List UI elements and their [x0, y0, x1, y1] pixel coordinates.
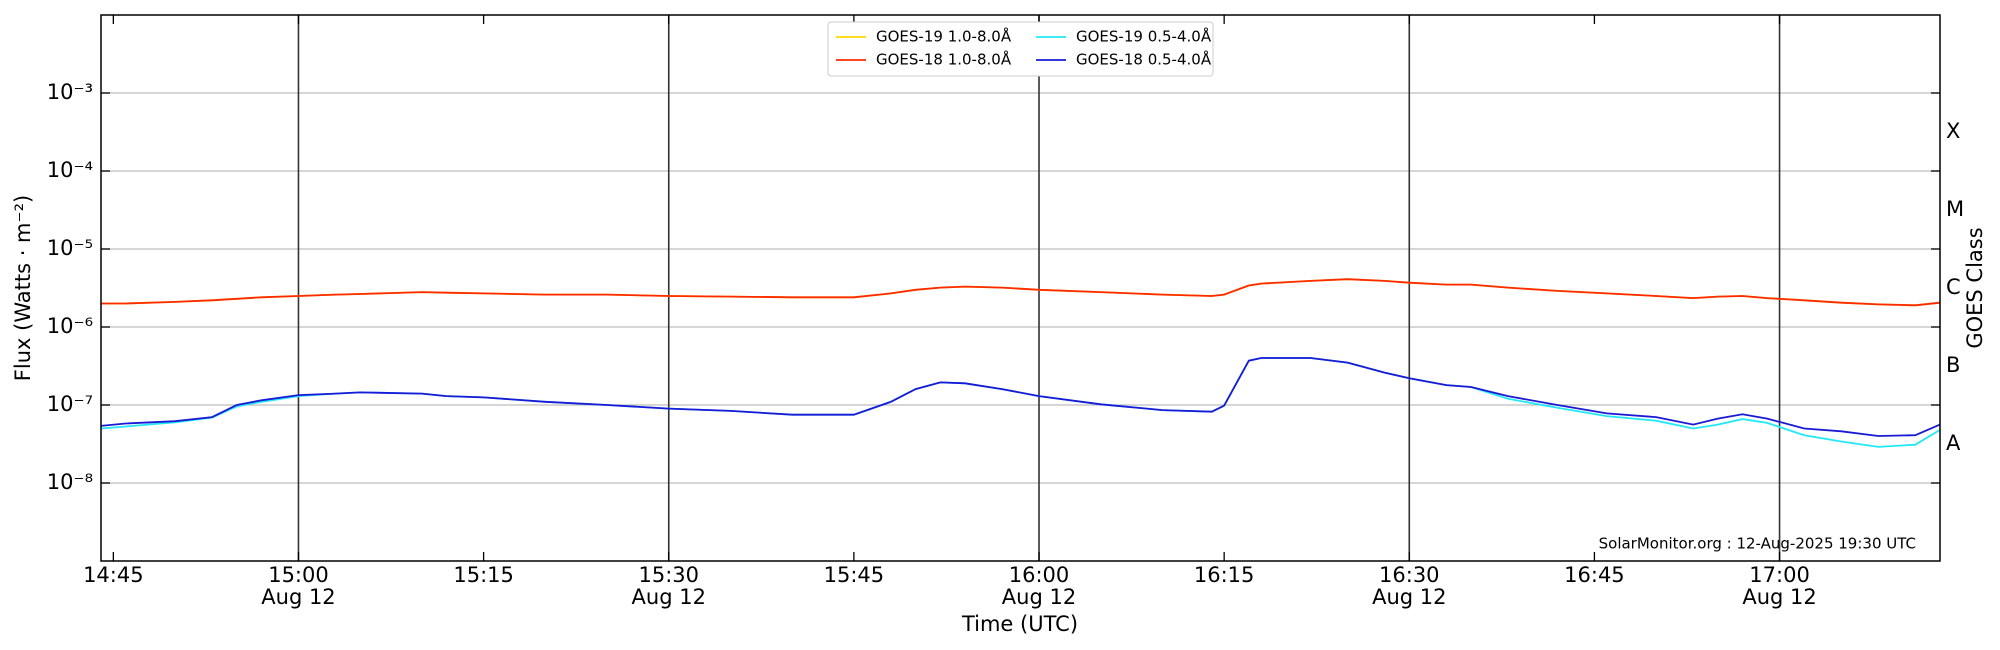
- x-tick-label: 15:00: [268, 563, 329, 587]
- y2-tick-label: M: [1946, 197, 1964, 221]
- annotation: SolarMonitor.org : 12-Aug-2025 19:30 UTC: [1599, 535, 1916, 553]
- y2-tick-label: A: [1946, 431, 1961, 455]
- x-tick-date: Aug 12: [261, 585, 335, 609]
- x-tick-date: Aug 12: [1002, 585, 1076, 609]
- series-line: [100, 357, 1941, 437]
- y2-tick-label: X: [1946, 119, 1960, 143]
- x-tick-label: 16:45: [1564, 563, 1625, 587]
- y2-tick-label: B: [1946, 353, 1960, 377]
- y-tick-label: 10⁻⁷: [47, 392, 93, 416]
- x-tick-date: Aug 12: [1372, 585, 1446, 609]
- legend-label: GOES-18 1.0-8.0Å: [876, 50, 1012, 69]
- plot-frame: [100, 14, 1941, 562]
- x-tick-date: Aug 12: [632, 585, 706, 609]
- y2-axis-label: GOES Class: [1963, 227, 1987, 348]
- y-tick-label: 10⁻³: [47, 80, 93, 104]
- x-tick-label: 14:45: [83, 563, 144, 587]
- y-tick-label: 10⁻⁵: [47, 236, 93, 260]
- x-tick-label: 16:15: [1194, 563, 1255, 587]
- x-tick-label: 15:15: [453, 563, 514, 587]
- legend-label: GOES-19 1.0-8.0Å: [876, 27, 1012, 46]
- x-tick-label: 15:30: [638, 563, 699, 587]
- x-tick-label: 16:30: [1379, 563, 1440, 587]
- x-tick-label: 17:00: [1749, 563, 1810, 587]
- y-tick-label: 10⁻⁶: [47, 314, 93, 338]
- x-tick-label: 15:45: [824, 563, 885, 587]
- legend-box: [827, 21, 1214, 77]
- x-tick-date: Aug 12: [1742, 585, 1816, 609]
- y-axis-label: Flux (Watts · m⁻²): [11, 195, 35, 381]
- series-line: [101, 278, 1941, 307]
- y-tick-label: 10⁻⁴: [47, 158, 93, 182]
- legend-label: GOES-19 0.5-4.0Å: [1076, 27, 1212, 46]
- legend-label: GOES-18 0.5-4.0Å: [1076, 50, 1212, 69]
- x-tick-label: 16:00: [1009, 563, 1070, 587]
- y-tick-label: 10⁻⁸: [47, 470, 93, 494]
- y2-tick-label: C: [1946, 275, 1961, 299]
- x-axis-label: Time (UTC): [961, 612, 1078, 636]
